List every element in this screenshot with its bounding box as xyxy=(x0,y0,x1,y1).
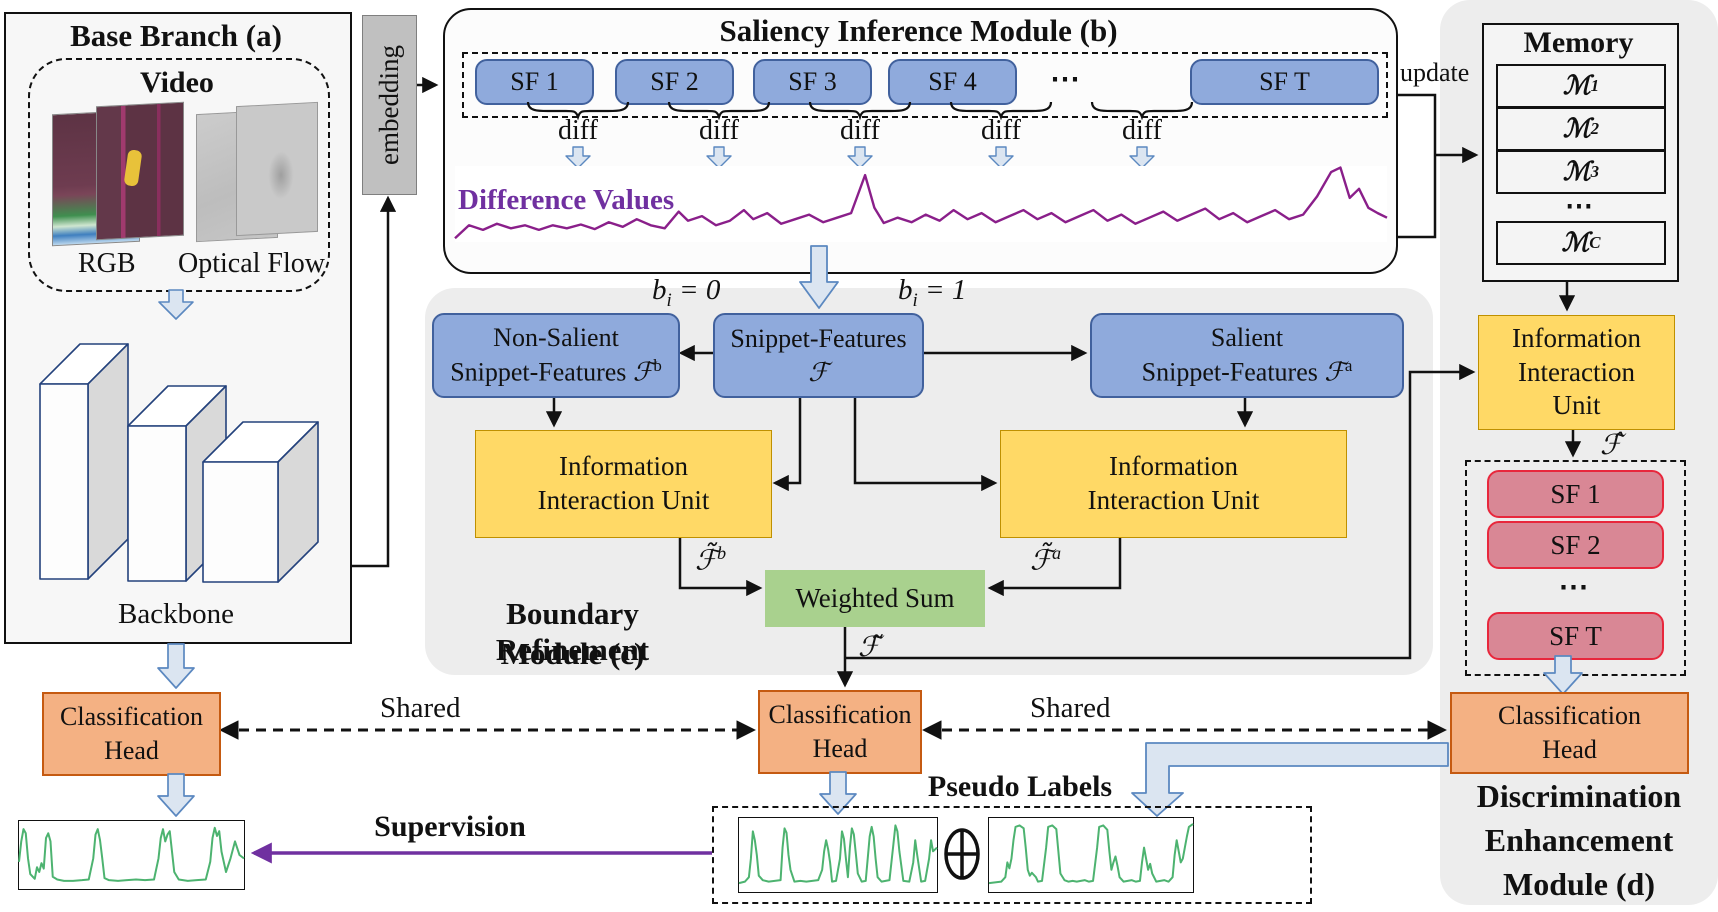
diff-arrow-5 xyxy=(1129,146,1155,169)
sim-title: Saliency Inference Module (b) xyxy=(719,13,1118,48)
diff-brace-3 xyxy=(808,101,912,121)
supervision-label: Supervision xyxy=(374,810,526,843)
wire-sft-to-merge xyxy=(1388,93,1437,239)
optical-flow-label: Optical Flow xyxy=(178,248,325,279)
backbone-label: Backbone xyxy=(118,598,234,630)
left-classification-head: Classification Head xyxy=(42,692,221,776)
pseudo-plot-right xyxy=(988,817,1194,893)
dem-sf-2: SF 2 xyxy=(1487,521,1664,569)
shared-label-left: Shared xyxy=(380,692,461,724)
memory-dots: ⋯ xyxy=(1565,191,1593,222)
middle-classification-head: Classification Head xyxy=(758,690,922,774)
diff-arrow-4 xyxy=(988,146,1014,169)
arrow-demsf-to-head xyxy=(1543,655,1583,695)
fb-label: ℱ̃b xyxy=(695,543,727,577)
arrow-video-backbone xyxy=(158,289,194,320)
sf-dots: ⋯ xyxy=(1050,63,1080,96)
sf-box-4: SF 4 xyxy=(888,59,1017,105)
shared-label-right: Shared xyxy=(1030,692,1111,724)
diff-arrow-1 xyxy=(565,146,591,169)
brm-title-line2: Module (c) xyxy=(500,636,645,671)
arrow-sim-to-brm xyxy=(799,245,839,309)
right-interaction-unit: Information Interaction Unit xyxy=(1000,430,1347,538)
update-label: update xyxy=(1400,58,1470,87)
sf-sequence-box xyxy=(462,52,1388,118)
arrow-head-to-target xyxy=(157,773,195,817)
diff-label-5: diff xyxy=(1122,115,1162,146)
diff-label-4: diff xyxy=(981,115,1021,146)
ftilde-label: ℱ̃ xyxy=(858,632,881,663)
pseudo-plot-left xyxy=(738,817,938,893)
brm-title-line1: Boundary Refinement xyxy=(495,596,650,667)
fa-label: ℱ̃a xyxy=(1030,543,1062,577)
left-interaction-unit: Information Interaction Unit xyxy=(475,430,772,538)
difference-values-label: Difference Values xyxy=(458,184,675,216)
diff-label-1: diff xyxy=(558,115,598,146)
memory-title: Memory xyxy=(1523,26,1634,59)
diff-brace-1 xyxy=(526,101,630,121)
diff-arrow-3 xyxy=(847,146,873,169)
dem-sf-t: SF T xyxy=(1487,612,1664,660)
sf-box-1: SF 1 xyxy=(475,59,594,105)
target-score-plot xyxy=(18,820,245,890)
diff-brace-4 xyxy=(949,101,1053,121)
rgb-frame-front xyxy=(96,101,184,241)
big-elbow-arrow xyxy=(1131,742,1449,817)
wire-f-drop-left xyxy=(772,394,802,492)
sf-box-2: SF 2 xyxy=(615,59,734,105)
pseudo-labels-box xyxy=(712,806,1312,904)
dem-sf-1: SF 1 xyxy=(1487,470,1664,518)
flow-frame-front xyxy=(236,101,318,237)
wire-f-drop-right xyxy=(853,394,998,492)
embedding-box: embedding xyxy=(362,15,417,195)
dem-title-line2: Enhancement xyxy=(1484,822,1674,858)
sf-box-t: SF T xyxy=(1190,59,1379,105)
base-branch-title: Base Branch (a) xyxy=(70,18,282,53)
wire-fb-to-weightedsum xyxy=(678,536,763,597)
arrow-head-to-pseudo xyxy=(819,771,857,815)
video-title: Video xyxy=(140,66,214,99)
snippet-features-box: Snippet-Features ℱ xyxy=(713,313,924,398)
backbone-blocks xyxy=(39,343,319,583)
difference-values-plot xyxy=(455,166,1387,242)
oplus-icon xyxy=(944,828,980,880)
right-classification-head: Classification Head xyxy=(1450,692,1689,774)
bi-zero-label: bi = 0 xyxy=(652,274,721,311)
dem-title-line1: Discrimination xyxy=(1476,778,1682,814)
rgb-label: RGB xyxy=(78,248,136,279)
non-salient-box: Non-Salient Snippet-Features ℱb xyxy=(432,313,680,398)
wire-fa-to-weightedsum xyxy=(987,536,1122,597)
diff-brace-2 xyxy=(667,101,771,121)
fhat-label: ℱ̂ xyxy=(1600,430,1623,461)
sf-box-3: SF 3 xyxy=(753,59,872,105)
diff-brace-5 xyxy=(1090,101,1194,121)
dem-sf-dots: ⋯ xyxy=(1558,571,1589,604)
dem-title-line3: Module (d) xyxy=(1503,866,1655,902)
diff-label-3: diff xyxy=(840,115,880,146)
embedding-label: embedding xyxy=(374,45,404,165)
salient-box: Salient Snippet-Features ℱa xyxy=(1090,313,1404,398)
weighted-sum-box: Weighted Sum xyxy=(765,570,985,627)
pseudo-labels-label: Pseudo Labels xyxy=(927,770,1113,803)
dem-interaction-unit: Information Interaction Unit xyxy=(1478,315,1675,430)
wire-ftilde-to-right-iiu xyxy=(845,363,1476,660)
diff-label-2: diff xyxy=(699,115,739,146)
bi-one-label: bi = 1 xyxy=(898,274,967,311)
diff-arrow-2 xyxy=(706,146,732,169)
arrow-basebranch-to-head xyxy=(157,643,195,689)
